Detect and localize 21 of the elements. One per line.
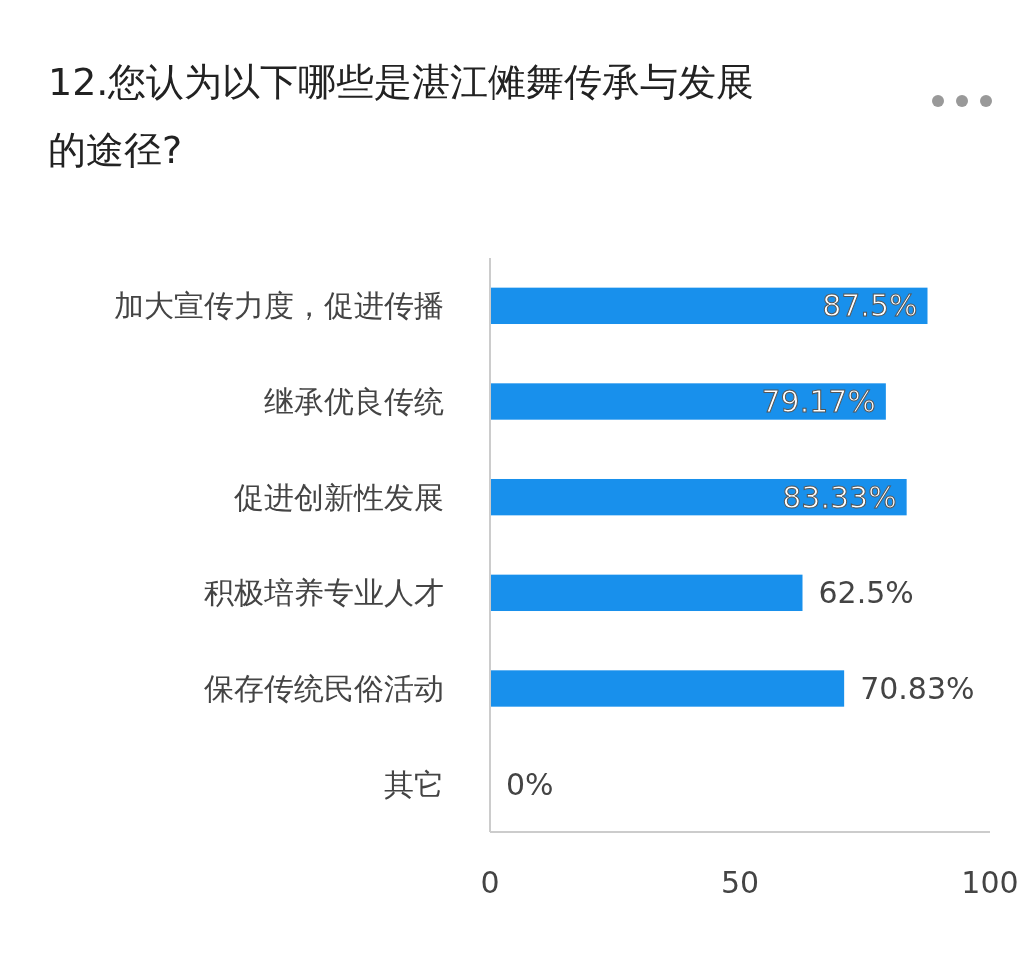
bar	[490, 670, 845, 707]
y-tick-label: 保存传统民俗活动	[204, 671, 444, 706]
bar	[490, 574, 803, 612]
bar	[490, 478, 907, 516]
y-tick-label: 其它	[384, 766, 444, 802]
bar	[490, 383, 886, 420]
data-label: 62.5%	[818, 575, 914, 611]
data-label: 79.17%	[761, 384, 876, 419]
data-label: 83.33%	[782, 479, 897, 515]
data-label: 87.5%	[822, 288, 918, 324]
data-label: 0%	[506, 766, 554, 802]
bar	[490, 287, 928, 325]
y-tick-label: 加大宣传力度，促进传播	[114, 288, 444, 324]
y-tick-label: 继承优良传统	[264, 384, 444, 419]
x-tick-label: 50	[720, 864, 760, 900]
x-tick-label: 100	[961, 864, 1019, 900]
data-label: 70.83%	[860, 671, 975, 706]
y-tick-label: 促进创新性发展	[234, 479, 444, 515]
chart-title: 12.您认为以下哪些是湛江傩舞传承与发展的途径?	[48, 60, 755, 172]
x-tick-label: 0	[480, 864, 500, 900]
y-tick-label: 积极培养专业人才	[204, 575, 444, 611]
